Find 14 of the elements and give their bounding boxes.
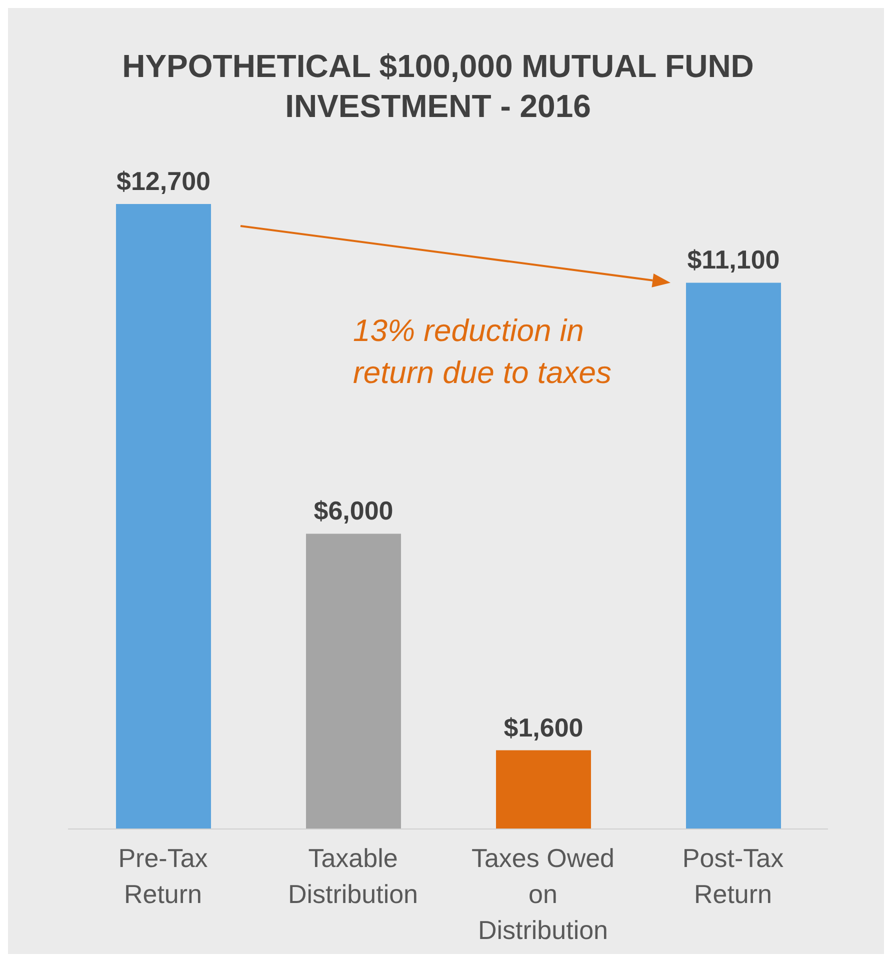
x-tick-label: Pre-Tax Return [118,843,208,909]
data-label: $6,000 [314,496,394,526]
bar [686,282,781,829]
x-tick-label: Taxes Owed on Distribution [471,843,615,945]
x-tick-label: Post-Tax Return [682,843,784,909]
bar [496,750,591,829]
data-label: $12,700 [116,166,210,196]
data-label: $11,100 [687,244,780,275]
x-tick-label: Taxable Distribution [288,843,418,909]
data-label: $1,600 [504,712,584,742]
annotation: 13% reduction in return due to taxes [353,312,612,392]
bar [306,534,401,829]
bar [116,204,211,829]
chart-title: HYPOTHETICAL $100,000 MUTUAL FUND INVESTMENT - 2016 [121,47,755,126]
